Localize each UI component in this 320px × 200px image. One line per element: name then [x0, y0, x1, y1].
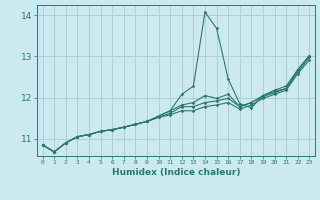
X-axis label: Humidex (Indice chaleur): Humidex (Indice chaleur) — [112, 168, 240, 177]
